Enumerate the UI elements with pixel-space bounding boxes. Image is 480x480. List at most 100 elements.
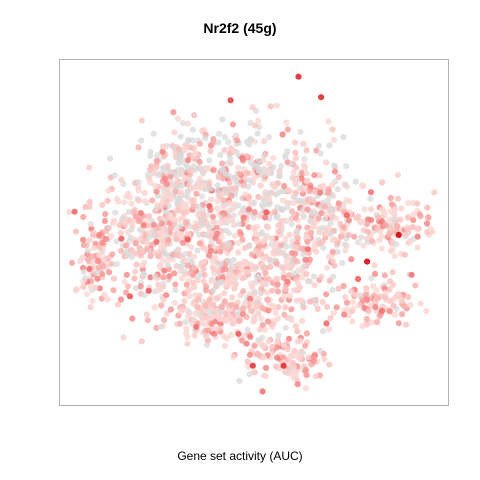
cell-point: [165, 187, 172, 194]
cell-point: [326, 361, 333, 368]
cell-point: [105, 187, 112, 194]
cell-point: [290, 199, 297, 207]
cell-point: [251, 288, 258, 295]
cell-point: [269, 343, 276, 351]
cell-point: [214, 187, 221, 195]
cell-point: [207, 148, 214, 155]
cell-point: [303, 147, 310, 154]
cell-point: [320, 224, 327, 231]
cell-point: [306, 187, 313, 195]
cell-point: [108, 260, 115, 267]
cell-point: [365, 308, 372, 315]
cell-point: [132, 285, 139, 292]
cell-point: [402, 321, 410, 328]
cell-point: [150, 170, 157, 177]
cell-point: [228, 206, 235, 213]
cell-point: [250, 162, 257, 169]
cell-point: [234, 181, 241, 188]
cell-point: [215, 139, 222, 146]
cell-point: [281, 183, 288, 190]
cell-point: [80, 236, 87, 243]
chart-title: Nr2f2 (45g): [203, 20, 277, 36]
cell-point: [262, 270, 269, 277]
cell-point: [310, 353, 317, 360]
cell-point: [262, 364, 270, 371]
cell-point: [214, 295, 221, 302]
cell-point: [157, 323, 164, 330]
cell-point: [221, 147, 228, 154]
cell-point: [240, 214, 247, 221]
cell-point: [147, 179, 154, 186]
cell-point: [210, 301, 217, 308]
cell-point: [395, 320, 402, 327]
cell-point: [181, 268, 188, 275]
cell-point: [163, 310, 170, 317]
high-activity-point: [118, 235, 125, 242]
cell-point: [106, 155, 114, 162]
cell-point: [300, 263, 307, 270]
cell-point: [289, 160, 296, 167]
cell-point: [293, 176, 300, 183]
cell-point: [285, 200, 292, 207]
cell-point: [290, 270, 297, 278]
cell-point: [273, 260, 280, 267]
cell-point: [272, 241, 279, 248]
cell-point: [159, 148, 166, 155]
cell-point: [305, 354, 312, 361]
cell-point: [203, 333, 210, 340]
cell-point: [99, 201, 106, 209]
cell-point: [356, 301, 363, 309]
cell-point: [316, 189, 323, 196]
cell-point: [161, 316, 168, 324]
cell-point: [353, 215, 360, 222]
cell-point: [182, 203, 189, 211]
cell-point: [117, 296, 125, 303]
cell-point: [397, 216, 404, 223]
cell-point: [257, 182, 264, 189]
cell-point: [295, 285, 302, 292]
cell-point: [405, 226, 412, 233]
cell-point: [160, 274, 167, 281]
cell-point: [119, 215, 126, 223]
cell-point: [129, 315, 136, 322]
cell-point: [96, 231, 103, 239]
cell-point: [258, 285, 265, 292]
cell-point: [280, 217, 287, 224]
cell-point: [214, 205, 221, 212]
cell-point: [183, 281, 190, 288]
cell-point: [222, 266, 229, 273]
cell-point: [164, 257, 171, 264]
cell-point: [225, 257, 232, 264]
cell-point: [207, 247, 214, 254]
cell-point: [280, 354, 287, 361]
cell-point: [324, 190, 332, 197]
cell-point: [374, 225, 381, 233]
cell-point: [137, 283, 144, 290]
cell-point: [292, 322, 299, 330]
cell-point: [158, 233, 165, 240]
cell-point: [158, 220, 165, 227]
cell-point: [300, 140, 307, 147]
cell-point: [376, 237, 383, 244]
cell-point: [87, 304, 94, 311]
cell-point: [212, 234, 219, 242]
cell-point: [302, 385, 310, 392]
cell-point: [206, 224, 213, 231]
cell-point: [140, 222, 147, 229]
cell-point: [250, 214, 257, 221]
cell-point: [185, 137, 192, 144]
cell-point: [113, 195, 121, 202]
cell-point: [217, 152, 224, 159]
cell-point: [335, 200, 342, 207]
cell-point: [340, 134, 347, 141]
cell-point: [140, 271, 147, 278]
cell-point: [172, 286, 179, 294]
cell-point: [342, 294, 349, 301]
cell-point: [289, 359, 297, 367]
cell-point: [169, 251, 176, 258]
cell-point: [372, 270, 379, 277]
cell-point: [259, 203, 266, 210]
cell-point: [281, 311, 288, 318]
cell-point: [246, 351, 254, 358]
cell-point: [118, 176, 125, 183]
